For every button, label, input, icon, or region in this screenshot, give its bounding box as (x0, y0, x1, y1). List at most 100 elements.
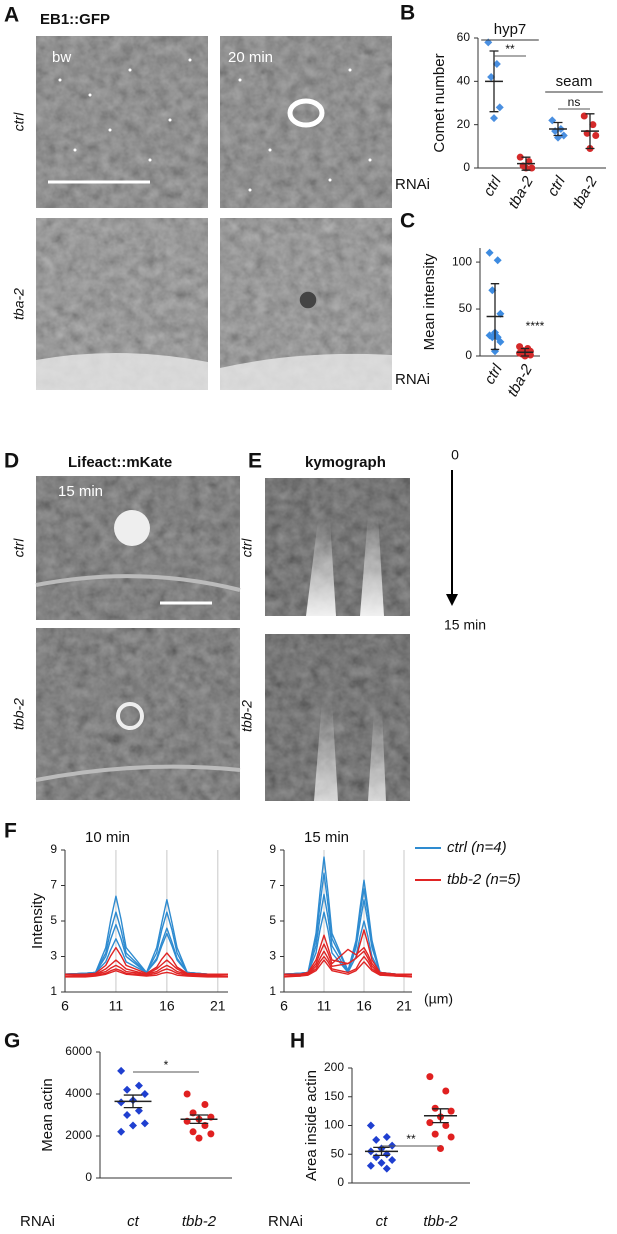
significance: ns (568, 95, 581, 109)
y-tick-label: 3 (50, 949, 57, 963)
x-axis-label: RNAi (20, 1213, 55, 1230)
point (123, 1111, 132, 1119)
point (447, 1107, 455, 1115)
point (592, 132, 600, 139)
y-tick-label: 200 (324, 1060, 344, 1074)
point (442, 1087, 450, 1095)
chart-title: 15 min (304, 829, 349, 846)
panel-label: C (400, 210, 415, 233)
point (426, 1119, 434, 1127)
significance: ** (406, 1132, 416, 1146)
x-tick-label: ct (127, 1213, 140, 1230)
error-bar (489, 50, 499, 113)
trace (283, 893, 412, 975)
y-tick-label: 20 (457, 117, 471, 131)
point (492, 60, 501, 68)
time-label: 0 (451, 447, 459, 463)
error-bar (553, 121, 563, 137)
point (487, 73, 496, 81)
trace (64, 911, 228, 975)
point (372, 1153, 381, 1162)
y-tick-label: 5 (269, 913, 276, 927)
trace (283, 856, 412, 975)
row-label: tba-2 (11, 288, 27, 320)
unit-label: (µm) (424, 991, 453, 1007)
y-tick-label: 100 (324, 1118, 344, 1132)
trace (65, 970, 228, 978)
panel-label: H (290, 1030, 305, 1053)
significance: **** (526, 319, 545, 333)
row-label: ctrl (239, 538, 255, 558)
error-bar (490, 283, 500, 351)
point (134, 1081, 143, 1090)
point (488, 333, 497, 342)
trace (65, 968, 228, 977)
panel-title: kymograph (305, 454, 386, 471)
point (496, 309, 505, 318)
error-bar (521, 156, 531, 171)
point (382, 1133, 391, 1141)
y-tick-label: 1 (269, 984, 276, 998)
x-tick-label: ct (376, 1213, 389, 1230)
point (426, 1073, 434, 1081)
point (526, 351, 534, 359)
trace (64, 895, 228, 975)
y-tick-label: 40 (457, 74, 471, 88)
y-tick-label: 0 (465, 348, 472, 362)
point (377, 1158, 386, 1167)
row-label: ctrl (11, 112, 27, 132)
x-axis-label: RNAi (395, 176, 430, 193)
significance: * (164, 1058, 169, 1072)
trace (65, 946, 228, 975)
trace (283, 872, 412, 975)
x-tick-label: 16 (356, 998, 372, 1014)
group-label: hyp7 (494, 21, 527, 38)
y-tick-label: 60 (457, 30, 471, 44)
point (140, 1090, 149, 1098)
trace (283, 911, 412, 975)
y-tick-label: 9 (269, 842, 276, 856)
point (442, 1122, 450, 1129)
x-tick-label: tbb-2 (423, 1213, 458, 1230)
point (366, 1121, 375, 1130)
y-axis-label: Intensity (29, 893, 46, 949)
panel-label: G (4, 1030, 20, 1053)
point (134, 1106, 143, 1115)
error-bar (373, 1146, 390, 1157)
x-tick-label: ctrl (481, 361, 506, 387)
panel-title: EB1::GFP (40, 11, 110, 28)
image-label: bw (52, 49, 71, 66)
error-bar (432, 1108, 449, 1124)
point (488, 286, 497, 295)
micrograph (36, 36, 392, 390)
y-tick-label: 50 (459, 301, 473, 315)
row-label: tbb-2 (239, 700, 255, 732)
point (516, 153, 524, 161)
row-label: tbb-2 (11, 698, 27, 730)
significance: ** (505, 42, 515, 56)
trace (283, 950, 413, 977)
point (485, 248, 494, 257)
y-tick-label: 150 (324, 1089, 344, 1103)
y-tick-label: 0 (463, 160, 470, 174)
image-label: 15 min (58, 483, 103, 500)
y-axis-label: Area inside actin (303, 1070, 320, 1181)
point (123, 1085, 132, 1094)
trace (64, 923, 228, 975)
point (140, 1119, 149, 1128)
point (447, 1133, 455, 1141)
error-bar (520, 347, 530, 357)
x-tick-label: tba-2 (505, 173, 537, 212)
point (201, 1101, 209, 1108)
point (207, 1130, 215, 1138)
y-tick-label: 0 (85, 1170, 92, 1184)
point (117, 1066, 126, 1075)
y-tick-label: 0 (337, 1175, 344, 1189)
x-axis-label: RNAi (268, 1213, 303, 1230)
panel-label: F (4, 820, 17, 843)
point (388, 1156, 397, 1164)
x-tick-label: tba-2 (569, 173, 601, 212)
y-axis-label: Comet number (431, 53, 448, 152)
x-tick-label: tbb-2 (182, 1213, 217, 1230)
